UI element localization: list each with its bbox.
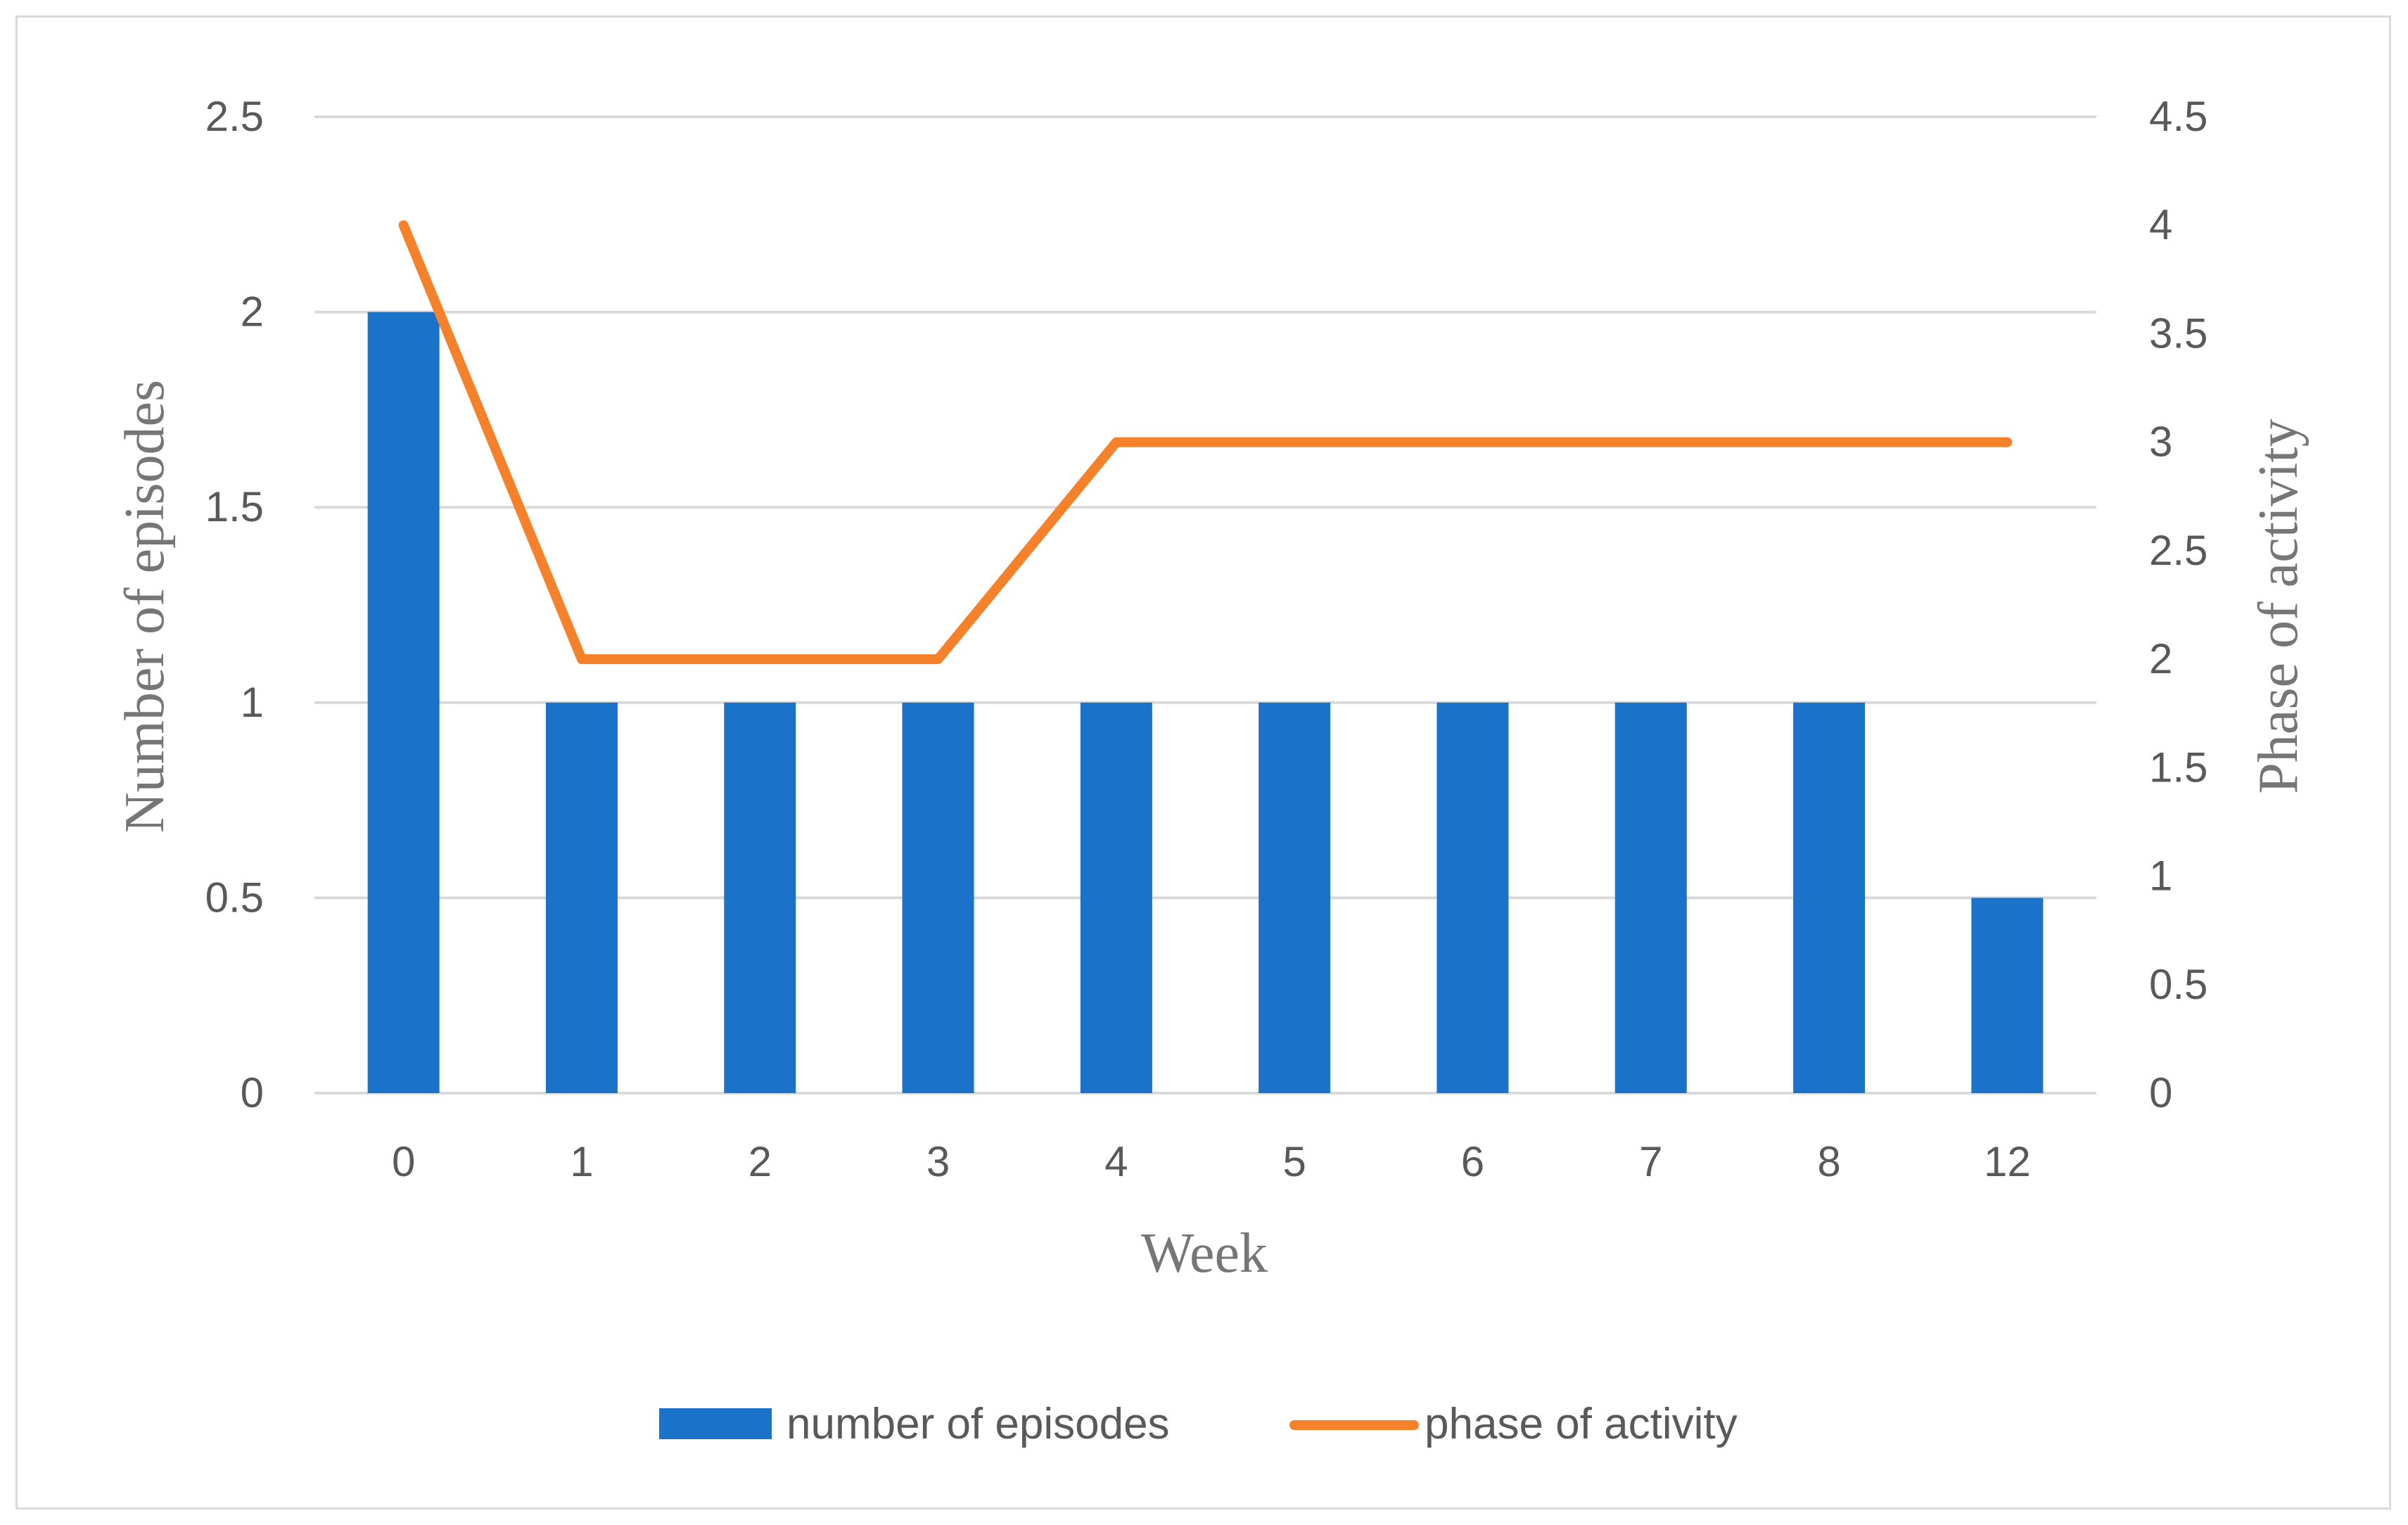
bar-week-4 xyxy=(1080,702,1152,1093)
left-tick-label-2: 1 xyxy=(241,679,264,726)
x-tick-label-week-7: 7 xyxy=(1639,1138,1662,1185)
left-tick-label-3: 1.5 xyxy=(205,483,264,530)
legend: number of episodes phase of activity xyxy=(659,1400,1738,1448)
right-tick-label-8: 4 xyxy=(2149,201,2172,248)
right-tick-label-5: 2.5 xyxy=(2149,527,2208,574)
legend-label-phase-of-activity: phase of activity xyxy=(1425,1400,1738,1448)
legend-swatch-number-of-episodes xyxy=(659,1408,772,1439)
bar-week-3 xyxy=(902,702,974,1093)
x-tick-label-week-5: 5 xyxy=(1282,1138,1306,1185)
left-tick-label-1: 0.5 xyxy=(205,874,264,921)
bar-week-2 xyxy=(724,702,796,1093)
legend-label-number-of-episodes: number of episodes xyxy=(786,1400,1170,1448)
right-tick-label-4: 2 xyxy=(2149,635,2172,682)
right-tick-label-1: 0.5 xyxy=(2149,961,2208,1008)
phase-of-activity-line xyxy=(398,220,2013,665)
right-axis-ticks: 0 0.5 1 1.5 2 2.5 3 3.5 4 4.5 xyxy=(2149,93,2208,1116)
x-axis-title: Week xyxy=(1141,1223,1268,1284)
bar-series-number-of-episodes xyxy=(367,312,2044,1094)
left-tick-label-4: 2 xyxy=(241,288,264,336)
x-tick-label-week-1: 1 xyxy=(570,1138,593,1185)
bar-week-7 xyxy=(1614,702,1687,1093)
x-tick-label-week-4: 4 xyxy=(1104,1138,1128,1185)
x-tick-label-week-12: 12 xyxy=(1984,1138,2031,1185)
right-tick-label-6: 3 xyxy=(2149,419,2172,466)
x-tick-label-week-8: 8 xyxy=(1817,1138,1840,1185)
line-series-phase-of-activity xyxy=(398,220,2013,665)
bar-week-6 xyxy=(1436,702,1509,1093)
bar-week-12 xyxy=(1971,898,2044,1093)
x-tick-label-week-6: 6 xyxy=(1461,1138,1484,1185)
right-tick-label-7: 3.5 xyxy=(2149,310,2208,357)
left-tick-label-5: 2.5 xyxy=(205,93,264,140)
y-axis-title: Number of episodes xyxy=(114,380,176,833)
left-axis-ticks: 0 0.5 1 1.5 2 2.5 xyxy=(205,93,264,1116)
x-tick-label-week-3: 3 xyxy=(926,1138,950,1185)
right-tick-label-3: 1.5 xyxy=(2149,744,2208,791)
right-tick-label-9: 4.5 xyxy=(2149,93,2208,140)
bar-week-5 xyxy=(1259,702,1331,1093)
right-tick-label-2: 1 xyxy=(2149,853,2172,900)
left-tick-label-0: 0 xyxy=(241,1069,264,1116)
bar-week-8 xyxy=(1793,702,1866,1093)
x-axis-ticks: 0 1 2 3 4 5 6 7 8 12 xyxy=(392,1138,2031,1185)
right-tick-label-0: 0 xyxy=(2149,1069,2172,1116)
bar-week-0 xyxy=(367,312,440,1094)
bar-week-1 xyxy=(545,702,618,1093)
x-tick-label-week-0: 0 xyxy=(392,1138,415,1185)
x-tick-label-week-2: 2 xyxy=(748,1138,772,1185)
y2-axis-title: Phase of activity xyxy=(2248,419,2310,793)
